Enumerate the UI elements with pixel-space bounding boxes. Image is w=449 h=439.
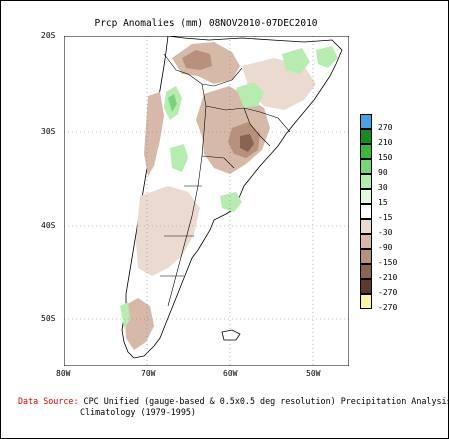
dry-anomaly-north-core bbox=[182, 50, 212, 70]
lat-label-40s: 40S bbox=[41, 221, 56, 230]
legend-swatch bbox=[360, 144, 372, 159]
legend-label: 30 bbox=[378, 183, 388, 192]
wet-anomaly-coast bbox=[220, 192, 242, 212]
legend-swatch bbox=[360, 114, 372, 129]
precip-anomaly-map bbox=[64, 36, 349, 366]
dry-anomaly-south bbox=[124, 298, 154, 350]
wet-anomaly-patagonia-south bbox=[120, 302, 130, 328]
data-source-line2: Climatology (1979-1995) bbox=[80, 407, 196, 417]
legend-label: -270 bbox=[378, 288, 398, 297]
legend-swatch bbox=[360, 264, 372, 279]
data-source-note: Data Source: CPC Unified (gauge-based & … bbox=[18, 396, 449, 418]
legend-label: -150 bbox=[378, 258, 398, 267]
legend-swatch bbox=[360, 219, 372, 234]
legend-swatch bbox=[360, 189, 372, 204]
legend-label: 90 bbox=[378, 168, 388, 177]
legend-swatch bbox=[360, 249, 372, 264]
legend-label: 210 bbox=[378, 138, 393, 147]
dry-anomaly-strong bbox=[240, 134, 254, 152]
map-title: Prcp Anomalies (mm) 08NOV2010-07DEC2010 bbox=[94, 18, 318, 29]
lat-label-20s: 20S bbox=[41, 31, 56, 40]
wet-anomaly-brazil-ne bbox=[282, 48, 310, 74]
legend-swatch bbox=[360, 174, 372, 189]
legend-label: -15 bbox=[378, 213, 393, 222]
lat-label-30s: 30S bbox=[41, 127, 56, 136]
wet-anomaly-northwest-core bbox=[168, 94, 177, 112]
lon-label-80w: 80W bbox=[56, 369, 71, 378]
lon-label-50w: 50W bbox=[306, 369, 321, 378]
legend-label: 270 bbox=[378, 123, 393, 132]
dry-anomaly-patagonia bbox=[136, 186, 200, 276]
legend-label: 150 bbox=[378, 153, 393, 162]
falkland-islands bbox=[221, 329, 241, 341]
lon-label-70w: 70W bbox=[141, 369, 156, 378]
lon-label-60w: 60W bbox=[223, 369, 238, 378]
legend-swatch bbox=[360, 234, 372, 249]
country-borders bbox=[160, 53, 291, 307]
legend-label: -30 bbox=[378, 228, 393, 237]
lat-label-50s: 50S bbox=[41, 314, 56, 323]
legend-label: 15 bbox=[378, 198, 388, 207]
wet-anomaly-andes bbox=[170, 144, 188, 172]
legend-swatch bbox=[360, 279, 372, 294]
legend-swatch bbox=[360, 129, 372, 144]
wet-anomaly-brazil-far bbox=[316, 46, 338, 68]
legend-label: -90 bbox=[378, 243, 393, 252]
data-source-line1: CPC Unified (gauge-based & 0.5x0.5 deg r… bbox=[78, 396, 449, 406]
legend-swatch bbox=[360, 294, 372, 309]
legend-swatch bbox=[360, 159, 372, 174]
legend-label: -270 bbox=[378, 303, 398, 312]
legend-label: -210 bbox=[378, 273, 398, 282]
legend-swatch bbox=[360, 204, 372, 219]
data-source-prefix: Data Source: bbox=[18, 396, 79, 406]
wet-anomaly-paraguay bbox=[236, 82, 264, 108]
dry-anomaly-west-coast bbox=[144, 92, 164, 176]
